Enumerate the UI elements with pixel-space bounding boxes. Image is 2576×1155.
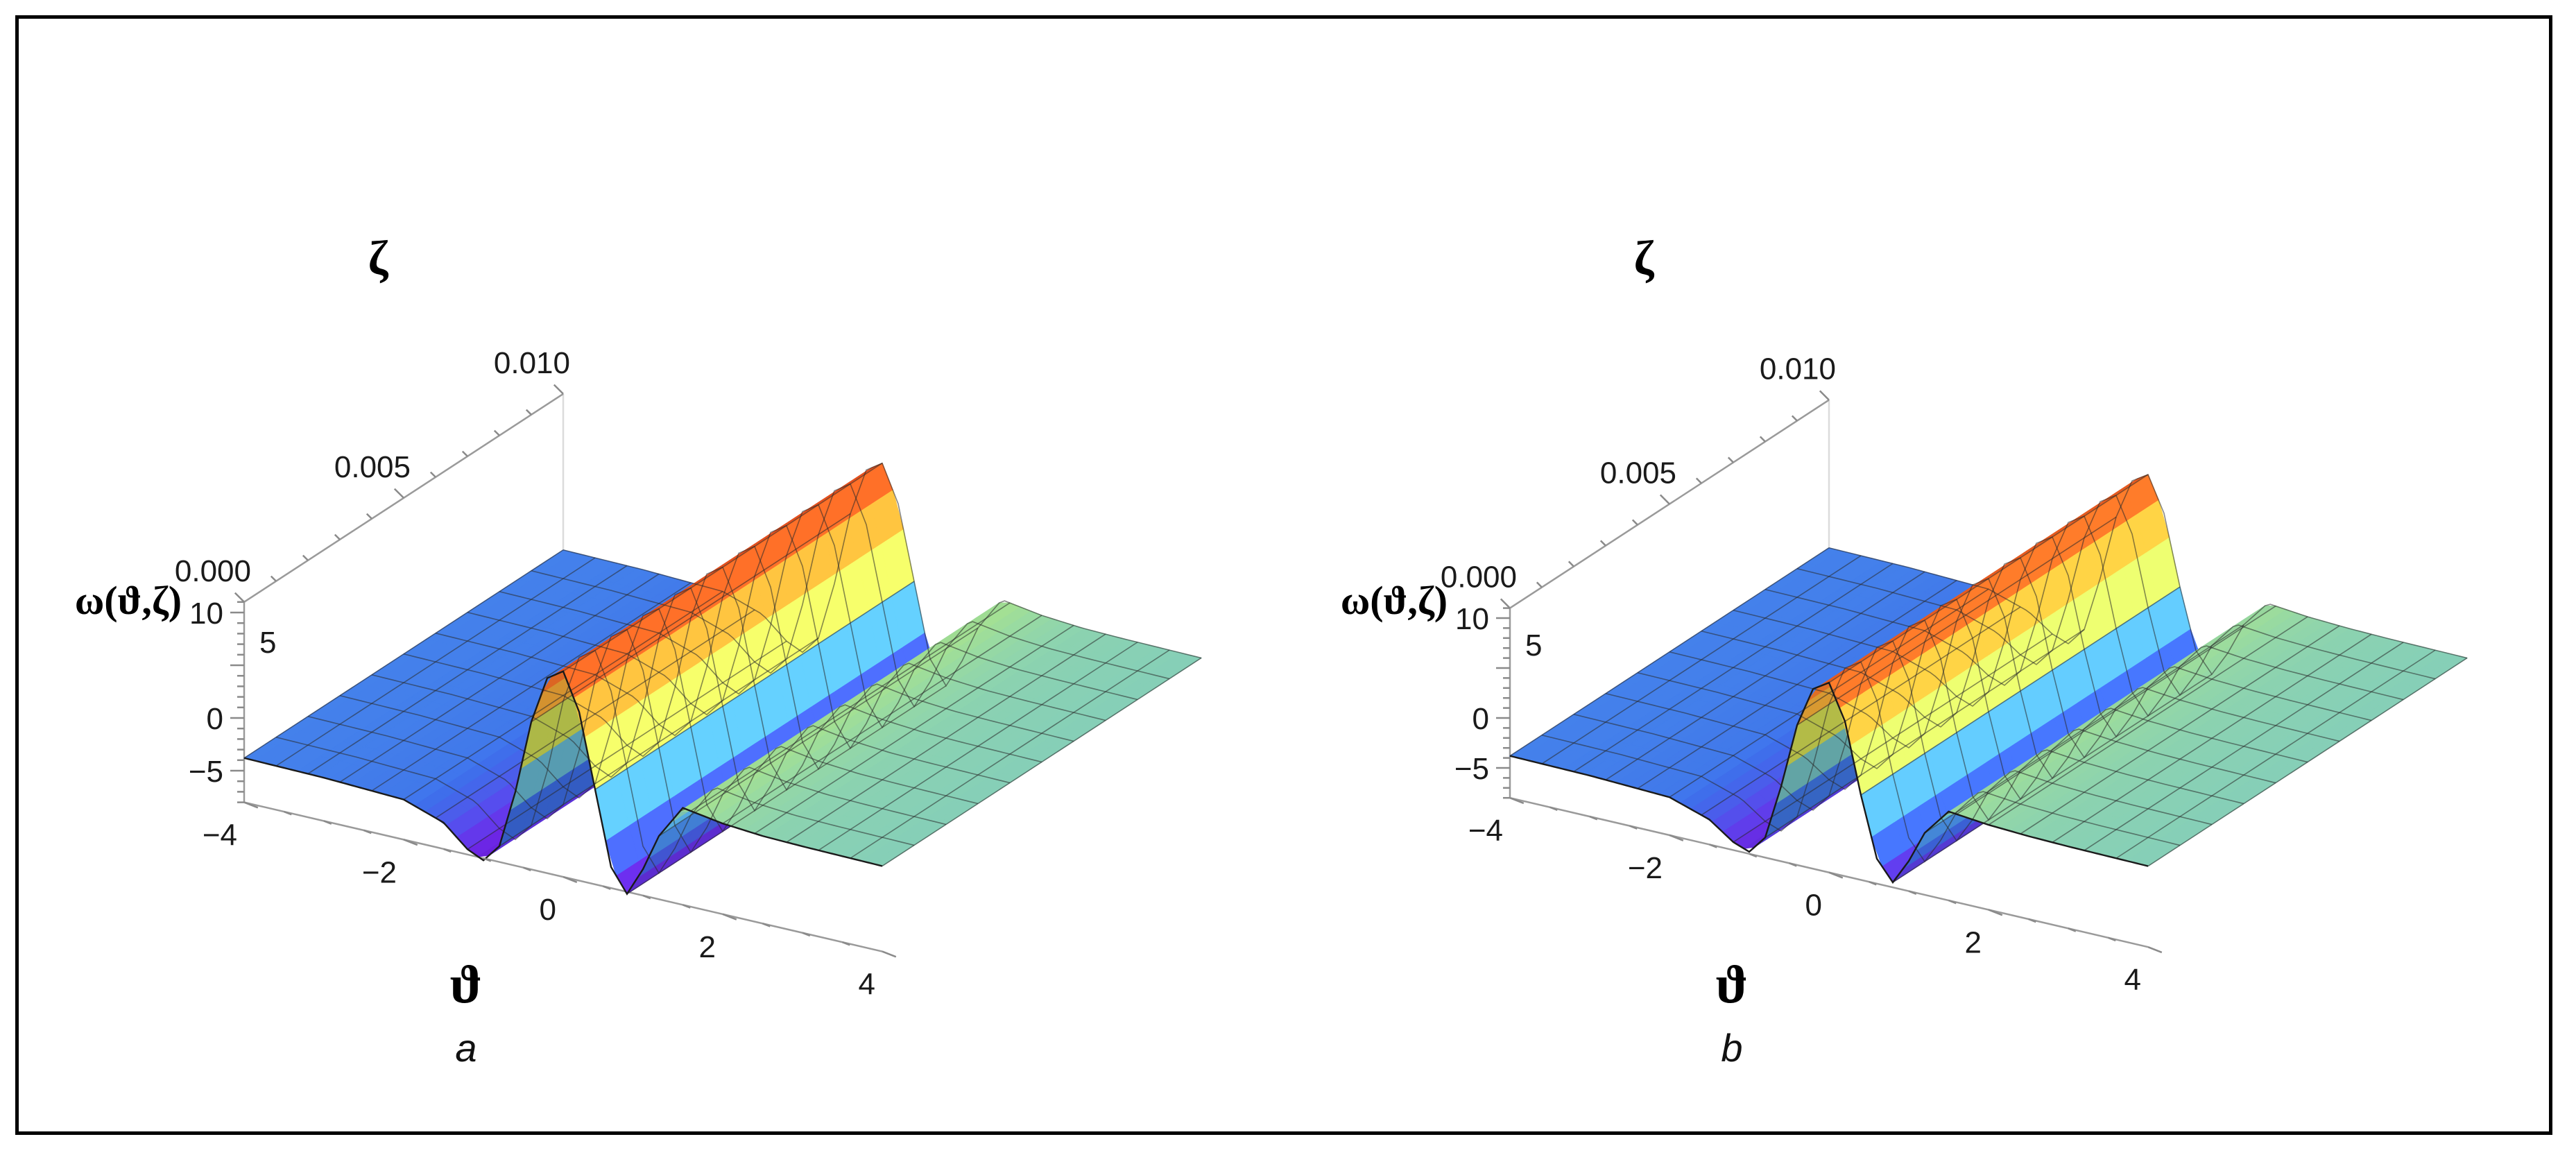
omega-tick-label: 10 <box>189 597 223 631</box>
theta-tick-label: 2 <box>699 930 716 964</box>
figure-frame <box>15 15 2552 1135</box>
omega-tick-label: 0 <box>1472 702 1489 736</box>
omega-tick-label: 5 <box>259 626 276 660</box>
zeta-axis-label: ζ <box>1634 232 1655 285</box>
surface-front-edge <box>243 670 883 896</box>
zeta-tick-label: 0.000 <box>175 554 251 588</box>
theta-tick-label: −2 <box>362 855 397 889</box>
omega-axis: 10 5 0 −5 <box>189 597 276 803</box>
omega-tick-label: 10 <box>1455 602 1489 636</box>
surface-front-edge <box>1509 681 2149 884</box>
theta-tick-label: −2 <box>1628 851 1663 885</box>
omega-tick-label: −5 <box>1454 752 1489 786</box>
omega-axis: 10 5 0 −5 <box>1454 602 1542 799</box>
zeta-axis: 0.000 0.005 0.010 <box>1441 352 1836 609</box>
omega-tick-label: −5 <box>189 755 223 789</box>
panel-label: b <box>1721 1026 1742 1070</box>
theta-tick-label: 4 <box>859 968 875 1002</box>
omega-axis-label: ω(ϑ,ζ) <box>75 578 182 623</box>
zeta-axis-label: ζ <box>368 232 389 285</box>
zeta-tick-label: 0.000 <box>1441 561 1517 594</box>
zeta-tick-label: 0.010 <box>1760 352 1836 386</box>
zeta-tick-label: 0.005 <box>1600 456 1676 490</box>
surface-mesh <box>1509 474 2468 883</box>
theta-tick-label: 0 <box>1805 889 1822 923</box>
theta-axis-label: ϑ <box>1716 954 1749 1014</box>
omega-tick-label: 0 <box>207 702 223 736</box>
zeta-tick-label: 0.010 <box>494 346 570 380</box>
omega-tick-label: 5 <box>1525 628 1542 662</box>
zeta-tick-label: 0.005 <box>334 450 411 484</box>
theta-tick-label: 2 <box>1965 925 1982 959</box>
zeta-axis: 0.000 0.005 0.010 <box>175 346 570 603</box>
theta-tick-label: 4 <box>2124 963 2141 997</box>
theta-tick-label: 0 <box>540 893 556 927</box>
theta-axis: −4 −2 0 2 4 <box>1468 797 2163 997</box>
theta-axis: −4 −2 0 2 4 <box>203 801 897 1002</box>
omega-axis-label: ω(ϑ,ζ) <box>1341 578 1448 623</box>
mesh-lines <box>243 462 1202 896</box>
theta-tick-label: −4 <box>1468 814 1503 848</box>
mesh-lines <box>1509 474 2468 884</box>
theta-axis-label: ϑ <box>450 954 483 1014</box>
surface-plot-a: −4 −2 0 2 4 0.000 0.005 0.010 10 5 0 −5 ϑ ζ ω(ϑ,ζ) a <box>75 232 1203 1070</box>
surface-plot-b: −4 −2 0 2 4 0.000 0.005 0.010 10 5 0 −5 ϑ ζ ω(ϑ,ζ) b <box>1341 232 2468 1070</box>
theta-tick-label: −4 <box>203 819 237 853</box>
panel-label: a <box>455 1026 476 1070</box>
